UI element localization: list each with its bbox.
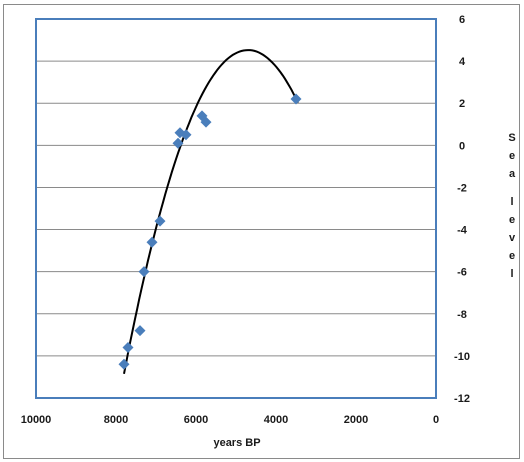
- y-tick-label: -10: [454, 351, 470, 363]
- x-tick-label: 6000: [184, 414, 208, 426]
- y-tick-label: 2: [459, 98, 465, 110]
- y-tick-label: -8: [457, 309, 467, 321]
- x-tick-label: 0: [433, 414, 439, 426]
- y-tick-label: -12: [454, 393, 470, 405]
- data-point: [134, 325, 146, 337]
- x-tick-label: 4000: [264, 414, 288, 426]
- data-point: [138, 266, 150, 278]
- x-axis-tick-labels: 10000 8000 6000 4000 2000 0: [21, 414, 439, 426]
- gridlines: [36, 60, 436, 357]
- y-tick-label: -2: [457, 182, 467, 194]
- data-point: [180, 129, 192, 141]
- y-tick-label: 6: [459, 14, 465, 26]
- data-point: [146, 236, 158, 248]
- data-point: [118, 358, 130, 370]
- x-axis-title: years BP: [213, 437, 260, 449]
- y-tick-label: 0: [459, 140, 465, 152]
- data-points: [118, 93, 302, 370]
- trendline: [123, 49, 299, 374]
- y-tick-label: 4: [459, 56, 466, 68]
- y-tick-label: -6: [457, 267, 467, 279]
- x-tick-label: 10000: [21, 414, 52, 426]
- data-point: [290, 93, 302, 105]
- chart-frame: [3, 4, 520, 459]
- data-point: [200, 116, 212, 128]
- data-point: [154, 215, 166, 227]
- x-tick-label: 8000: [104, 414, 128, 426]
- y-axis-tick-labels: 6 4 2 0 -2 -4 -6 -8 -10 -12: [454, 14, 470, 405]
- data-point: [122, 341, 134, 353]
- x-tick-label: 2000: [344, 414, 368, 426]
- data-point: [172, 137, 184, 149]
- plot-area-border: [35, 18, 437, 399]
- y-tick-label: -4: [457, 225, 468, 237]
